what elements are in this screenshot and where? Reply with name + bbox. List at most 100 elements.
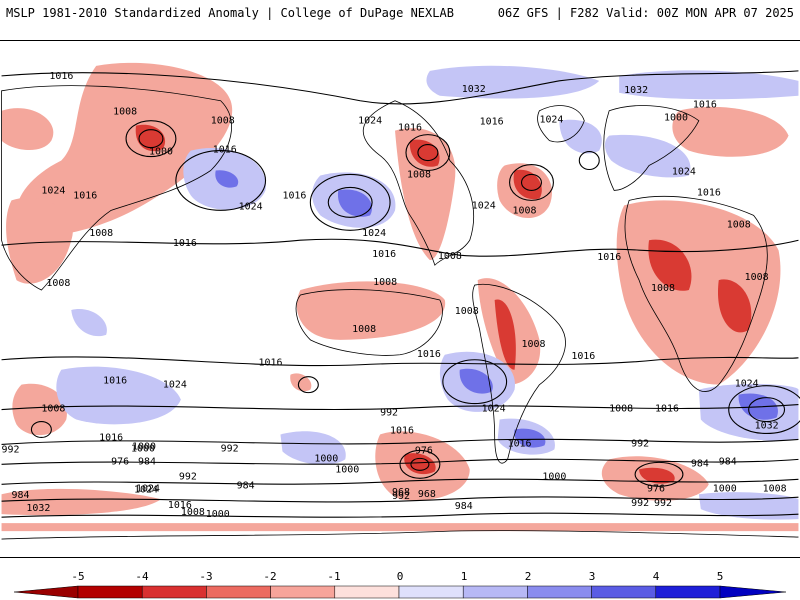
isobar-high <box>442 359 508 405</box>
isobar-label: 992 <box>654 498 672 509</box>
isobar-label: 1024 <box>136 483 160 494</box>
anomaly-area-neg-strong <box>648 239 692 291</box>
coastline-antarctica <box>1 530 799 540</box>
isobar-label: 992 <box>631 438 649 449</box>
isobar-label: 984 <box>691 458 709 469</box>
colorbar-arrow-right <box>719 585 787 599</box>
isobar-label: 968 <box>392 487 410 498</box>
colorbar-cell <box>398 585 464 599</box>
isobar-label: 992 <box>179 471 197 482</box>
colorbar-cell <box>527 585 592 599</box>
isobar-low <box>578 151 600 171</box>
anomaly-area-neg <box>296 281 446 340</box>
isobar-label: 1016 <box>99 432 123 443</box>
colorbar-tick-label: 3 <box>588 570 596 583</box>
strong-negative-anomaly-areas <box>135 124 752 484</box>
isobar-label: 1016 <box>655 404 679 415</box>
isobar-label: 1016 <box>173 238 197 249</box>
anomaly-area-pos <box>426 65 600 99</box>
isobar-label: 1024 <box>163 380 187 391</box>
isobar-label: 1016 <box>213 145 237 156</box>
anomaly-area-neg <box>1 488 161 516</box>
colorbar-cell <box>77 585 143 599</box>
isobar-label: 976 <box>111 456 129 467</box>
anomaly-map: 1016 1008 1008 1000 1016 1024 1016 1008 … <box>0 40 800 558</box>
colorbar-tick-label: 0 <box>396 570 404 583</box>
isobar <box>1 70 799 105</box>
colorbar-tick-label: 1 <box>460 570 468 583</box>
isobar-high <box>309 173 391 231</box>
isobar-label: 992 <box>392 491 410 502</box>
isobar <box>1 404 799 411</box>
anomaly-area-neg-strong <box>513 169 542 200</box>
anomaly-area-neg <box>395 128 456 261</box>
isobar-label: 1008 <box>181 507 205 518</box>
coastline-south-america <box>472 283 566 464</box>
anomaly-area-neg-strong <box>404 453 436 475</box>
isobar-label: 1024 <box>735 379 759 390</box>
isobar-label: 984 <box>455 501 473 512</box>
anomaly-area-pos <box>619 70 799 100</box>
isobar <box>1 496 799 503</box>
isobars <box>1 70 800 518</box>
colorbar-arrow-left <box>13 585 79 599</box>
isobar-label: 1008 <box>373 277 397 288</box>
anomaly-area-pos <box>71 308 107 337</box>
isobar-low <box>297 376 319 394</box>
isobar-label: 1000 <box>664 113 688 124</box>
anomaly-area-pos-strong <box>514 428 546 448</box>
anomaly-area-neg <box>672 106 789 157</box>
coastline-greenland <box>537 105 585 143</box>
isobar-label: 1032 <box>755 420 779 431</box>
isobar-label: 1008 <box>211 116 235 127</box>
isobar-label: 1016 <box>103 376 127 387</box>
colorbar-cell <box>206 585 271 599</box>
isobar-high <box>748 397 786 423</box>
isobar-label: 1000 <box>132 441 156 452</box>
anomaly-area-neg-strong <box>717 279 752 333</box>
colorbar-tick-label: -2 <box>263 570 277 583</box>
isobar-label: 1000 <box>542 471 566 482</box>
isobar-label: 1008 <box>727 219 751 230</box>
anomaly-area-pos-strong <box>337 189 373 217</box>
isobar-low <box>399 449 441 479</box>
coastline-africa <box>624 196 768 392</box>
isobar-label: 1008 <box>609 404 633 415</box>
map-title: MSLP 1981-2010 Standardized Anomaly | Co… <box>6 6 454 20</box>
strong-positive-anomaly-areas <box>215 170 778 448</box>
isobar-label: 1024 <box>134 484 158 495</box>
isobar-label: 992 <box>380 408 398 419</box>
isobar-label: 1000 <box>713 483 737 494</box>
coastline-asia <box>1 85 232 291</box>
anomaly-area-neg <box>290 373 312 392</box>
isobar-low <box>405 134 451 172</box>
isobar-label: 992 <box>631 498 649 509</box>
isobar-label: 1008 <box>438 251 462 262</box>
colorbar-cell <box>591 585 657 599</box>
colorbar-tick-label: -1 <box>327 570 341 583</box>
isobar-label: 1016 <box>259 358 283 369</box>
isobar-label: 1032 <box>624 85 648 96</box>
isobar-label: 1008 <box>46 278 70 289</box>
isobar-label: 1008 <box>407 169 431 180</box>
isobar-label: 1008 <box>352 324 376 335</box>
run-valid-time: 06Z GFS | F282 Valid: 00Z MON APR 07 202… <box>497 6 794 20</box>
isobar <box>1 438 799 445</box>
colorbar-tick-label: -5 <box>71 570 85 583</box>
isobar-low <box>417 144 439 162</box>
isobar-label: 1016 <box>697 187 721 198</box>
isobar-label: 1016 <box>480 117 504 128</box>
isobar-label: 1008 <box>522 339 546 350</box>
isobar-label: 1024 <box>672 166 696 177</box>
anomaly-area-pos-strong <box>459 368 493 394</box>
isobar-label: 1024 <box>362 228 386 239</box>
isobar-label: 976 <box>415 445 433 456</box>
isobar-label: 1008 <box>513 205 537 216</box>
isobar-label: 1016 <box>49 71 73 82</box>
isobar-label: 1008 <box>745 272 769 283</box>
isobar-low <box>30 420 52 439</box>
isobar-label: 1016 <box>693 100 717 111</box>
isobar-label: 1016 <box>282 190 306 201</box>
isobar-label: 1016 <box>597 252 621 263</box>
isobar-label: 1000 <box>206 509 230 520</box>
